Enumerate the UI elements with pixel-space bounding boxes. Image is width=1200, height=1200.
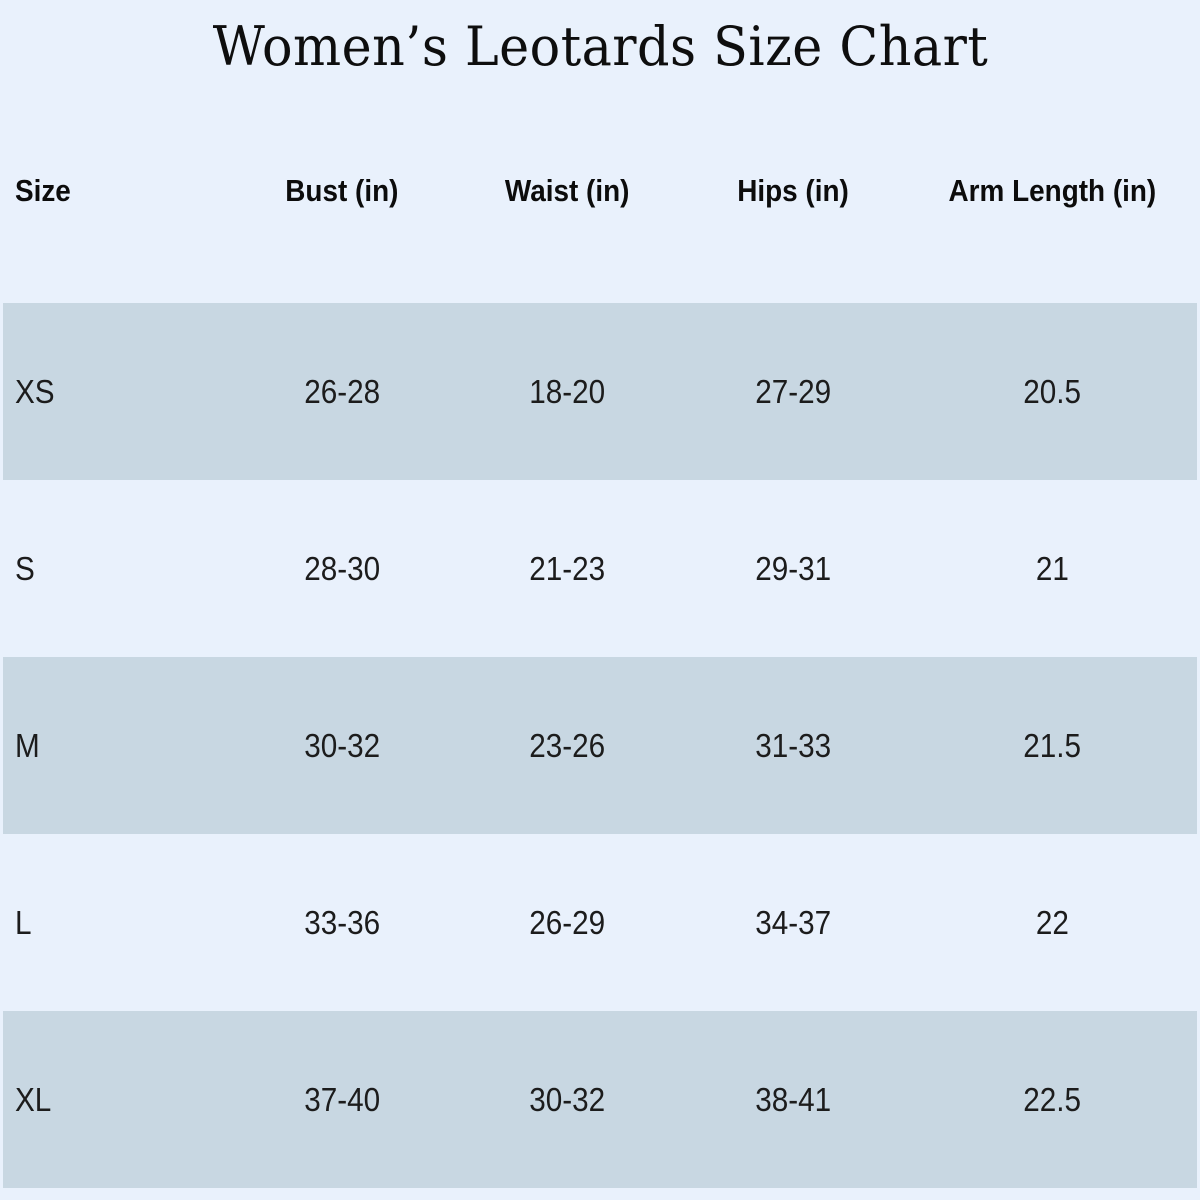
cell-waist: 26-29 bbox=[529, 903, 606, 941]
cell-size: L bbox=[15, 903, 32, 941]
cell-bust: 37-40 bbox=[304, 1080, 380, 1118]
table-row-m: M 30-32 23-26 31-33 21.5 bbox=[0, 657, 1200, 834]
table-row-s: S 28-30 21-23 29-31 21 bbox=[0, 480, 1200, 657]
table-header-row: Size Bust (in) Waist (in) Hips (in) Arm … bbox=[0, 92, 1200, 290]
cell-size: XS bbox=[15, 372, 55, 410]
cell-hips: 29-31 bbox=[755, 549, 831, 587]
cell-arm-length: 22.5 bbox=[1023, 1080, 1082, 1118]
table-row-xl: XL 37-40 30-32 38-41 22.5 bbox=[0, 1011, 1200, 1188]
cell-waist: 23-26 bbox=[529, 726, 606, 764]
cell-waist: 21-23 bbox=[529, 549, 606, 587]
cell-waist: 18-20 bbox=[529, 372, 606, 410]
cell-size: M bbox=[15, 726, 40, 764]
cell-hips: 34-37 bbox=[755, 903, 831, 941]
column-header-bust: Bust (in) bbox=[285, 173, 399, 208]
column-header-size: Size bbox=[15, 173, 71, 208]
cell-bust: 26-28 bbox=[304, 372, 380, 410]
cell-waist: 30-32 bbox=[529, 1080, 606, 1118]
column-header-hips: Hips (in) bbox=[737, 173, 849, 208]
cell-bust: 30-32 bbox=[304, 726, 380, 764]
cell-arm-length: 21 bbox=[1035, 549, 1070, 587]
cell-size: S bbox=[15, 549, 35, 587]
cell-arm-length: 20.5 bbox=[1023, 372, 1082, 410]
title-area: Women’s Leotards Size Chart bbox=[0, 0, 1200, 92]
cell-hips: 31-33 bbox=[755, 726, 831, 764]
cell-arm-length: 22 bbox=[1035, 903, 1070, 941]
cell-arm-length: 21.5 bbox=[1023, 726, 1082, 764]
cell-hips: 38-41 bbox=[755, 1080, 831, 1118]
column-header-waist: Waist (in) bbox=[505, 173, 630, 208]
page-title: Women’s Leotards Size Chart bbox=[188, 15, 1013, 78]
table-row-l: L 33-36 26-29 34-37 22 bbox=[0, 834, 1200, 1011]
header-spacer bbox=[0, 290, 1200, 303]
cell-bust: 33-36 bbox=[304, 903, 380, 941]
page-title-text: Women’s Leotards Size Chart bbox=[212, 14, 988, 78]
column-header-arm-length: Arm Length (in) bbox=[948, 173, 1157, 208]
table-row-xs: XS 26-28 18-20 27-29 20.5 bbox=[0, 303, 1200, 480]
cell-hips: 27-29 bbox=[755, 372, 831, 410]
cell-size: XL bbox=[15, 1080, 52, 1118]
cell-bust: 28-30 bbox=[304, 549, 380, 587]
